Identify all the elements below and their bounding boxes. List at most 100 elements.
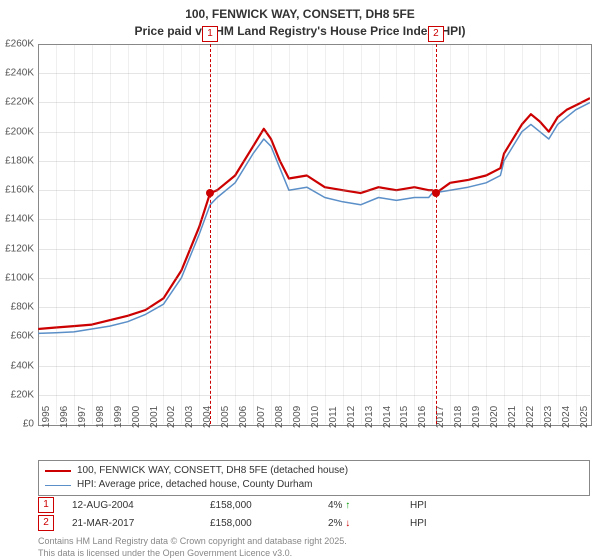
y-axis-label: £220K [5, 97, 34, 108]
y-axis-label: £100K [5, 272, 34, 283]
sale-date: 21-MAR-2017 [72, 518, 192, 529]
x-tick [74, 44, 75, 424]
gridline [38, 249, 590, 250]
x-axis-label: 2010 [310, 406, 321, 428]
hpi-change: 4% [328, 500, 408, 511]
y-axis-label: £20K [11, 389, 34, 400]
x-axis-label: 2004 [202, 406, 213, 428]
x-tick [163, 44, 164, 424]
x-axis-label: 2013 [364, 406, 375, 428]
table-row: 221-MAR-2017£158,0002%HPI [38, 514, 590, 532]
x-axis-label: 2007 [256, 406, 267, 428]
x-axis-label: 2023 [543, 406, 554, 428]
gridline [38, 307, 590, 308]
event-point [206, 189, 214, 197]
x-tick [343, 44, 344, 424]
x-axis-label: 2020 [489, 406, 500, 428]
y-axis-label: £200K [5, 126, 34, 137]
x-tick [450, 44, 451, 424]
table-row: 1 12-AUG-2004 £158,000 4%HPI [38, 496, 590, 514]
gridline [38, 336, 590, 337]
x-axis-label: 2015 [399, 406, 410, 428]
event-marker-line [210, 44, 211, 424]
x-tick [379, 44, 380, 424]
x-tick [396, 44, 397, 424]
x-axis-label: 2003 [184, 406, 195, 428]
x-tick [540, 44, 541, 424]
legend-row: 100, FENWICK WAY, CONSETT, DH8 5FE (deta… [45, 464, 583, 478]
series-price_paid [38, 98, 590, 329]
x-axis-label: 2019 [471, 406, 482, 428]
x-tick [146, 44, 147, 424]
x-axis-label: 2016 [417, 406, 428, 428]
event-badge: 1 [202, 26, 218, 42]
sale-date: 12-AUG-2004 [72, 500, 192, 511]
legend-swatch [45, 470, 71, 472]
x-tick [522, 44, 523, 424]
x-axis-label: 2002 [166, 406, 177, 428]
x-tick [289, 44, 290, 424]
y-axis-label: £160K [5, 185, 34, 196]
x-axis-label: 2024 [561, 406, 572, 428]
x-tick [504, 44, 505, 424]
x-tick [361, 44, 362, 424]
sale-price: £158,000 [210, 500, 310, 511]
gridline [38, 219, 590, 220]
legend-row: HPI: Average price, detached house, Coun… [45, 478, 583, 492]
x-axis-label: 2011 [328, 406, 339, 428]
gridline [38, 366, 590, 367]
x-tick [558, 44, 559, 424]
x-axis-label: 2014 [382, 406, 393, 428]
x-tick [432, 44, 433, 424]
x-axis-label: 2018 [453, 406, 464, 428]
gridline [38, 102, 590, 103]
x-axis-label: 2017 [435, 406, 446, 428]
x-tick [56, 44, 57, 424]
title-line1: 100, FENWICK WAY, CONSETT, DH8 5FE [0, 6, 600, 23]
x-axis-label: 1999 [113, 406, 124, 428]
legend-swatch [45, 485, 71, 486]
gridline [38, 161, 590, 162]
y-axis-label: £40K [11, 360, 34, 371]
y-axis-label: £80K [11, 302, 34, 313]
y-axis-label: £140K [5, 214, 34, 225]
x-tick [468, 44, 469, 424]
row-badge: 1 [38, 497, 54, 513]
y-axis-label: £240K [5, 68, 34, 79]
footnote-line2: This data is licensed under the Open Gov… [38, 548, 590, 560]
x-axis-label: 2001 [149, 406, 160, 428]
event-marker-line [436, 44, 437, 424]
x-axis-label: 2000 [131, 406, 142, 428]
hpi-suffix: HPI [410, 518, 427, 529]
y-axis-label: £260K [5, 39, 34, 50]
row-badge: 2 [38, 515, 54, 531]
legend-label: 100, FENWICK WAY, CONSETT, DH8 5FE (deta… [77, 464, 348, 478]
x-axis-label: 1997 [77, 406, 88, 428]
y-axis-label: £120K [5, 243, 34, 254]
x-axis-label: 1995 [41, 406, 52, 428]
x-axis-label: 2008 [274, 406, 285, 428]
legend-label: HPI: Average price, detached house, Coun… [77, 478, 313, 492]
x-axis-label: 2009 [292, 406, 303, 428]
x-axis-label: 2006 [238, 406, 249, 428]
chart-plot-area: £0£20K£40K£60K£80K£100K£120K£140K£160K£1… [38, 44, 590, 424]
x-tick [181, 44, 182, 424]
x-tick [271, 44, 272, 424]
x-axis-label: 2025 [579, 406, 590, 428]
x-tick [38, 44, 39, 424]
x-tick [307, 44, 308, 424]
x-axis-label: 2021 [507, 406, 518, 428]
event-point [432, 189, 440, 197]
x-tick [235, 44, 236, 424]
sale-price: £158,000 [210, 518, 310, 529]
hpi-suffix: HPI [410, 500, 427, 511]
gridline [38, 73, 590, 74]
series-hpi [38, 103, 590, 334]
gridline [38, 132, 590, 133]
legend-box: 100, FENWICK WAY, CONSETT, DH8 5FE (deta… [38, 460, 590, 496]
footnote-line1: Contains HM Land Registry data © Crown c… [38, 536, 590, 548]
x-axis-label: 1996 [59, 406, 70, 428]
gridline [38, 190, 590, 191]
y-axis-label: £180K [5, 155, 34, 166]
x-axis-label: 2022 [525, 406, 536, 428]
